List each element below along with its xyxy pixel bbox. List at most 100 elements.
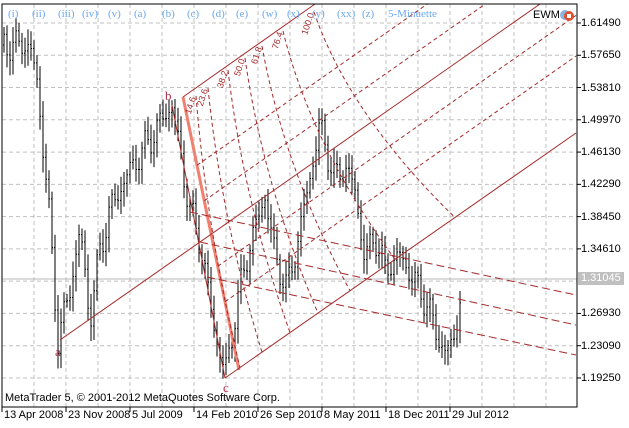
- price-bar: [387, 253, 389, 285]
- price-bar: [81, 228, 83, 250]
- wave-label[interactable]: (c): [187, 8, 200, 20]
- price-tick-label: 1.19250: [581, 371, 621, 384]
- wave-label[interactable]: (ii): [32, 8, 46, 20]
- price-bar: [168, 99, 170, 132]
- price-bar: [120, 176, 122, 214]
- pitchfork-fib-line: [203, 3, 486, 202]
- fib-level-label: 76.4: [270, 31, 285, 51]
- price-bar: [48, 170, 50, 209]
- price-bar: [126, 169, 128, 197]
- price-bar: [330, 157, 332, 187]
- price-bar: [429, 288, 431, 322]
- price-bar: [138, 157, 140, 185]
- wave-label[interactable]: (v): [108, 8, 121, 20]
- price-tick-label: 1.26930: [581, 307, 621, 320]
- pitchfork-upper-line[interactable]: [182, 3, 316, 98]
- price-tick-label: 1.57650: [581, 49, 621, 62]
- copyright-text: MetaTrader 5, © 2001-2012 MetaQuotes Sof…: [5, 392, 280, 404]
- wave-label[interactable]: (z): [362, 8, 375, 20]
- wave-label[interactable]: (iv): [82, 8, 98, 20]
- date-tick-label: 29 Jul 2012: [452, 409, 509, 421]
- price-bar: [312, 156, 314, 190]
- price-bar: [378, 238, 380, 269]
- pitchfork-lower-line[interactable]: [224, 132, 577, 379]
- price-bar: [222, 345, 224, 379]
- price-bar: [369, 225, 371, 260]
- price-bar: [33, 40, 35, 70]
- point-a-label: a: [55, 344, 61, 359]
- price-bar: [228, 334, 230, 364]
- price-bar: [294, 261, 296, 280]
- price-bar: [300, 202, 302, 257]
- price-bar: [24, 37, 26, 68]
- price-bar: [9, 41, 11, 76]
- price-bar: [15, 17, 17, 53]
- price-bar: [36, 55, 38, 88]
- wave-label[interactable]: (xx): [337, 8, 356, 20]
- date-tick-label: 26 Sep 2010: [260, 409, 323, 421]
- price-bar: [123, 171, 125, 207]
- price-bar: [57, 294, 59, 369]
- price-bar: [327, 135, 329, 181]
- plot-border: [1, 3, 578, 408]
- price-bar: [309, 172, 311, 199]
- price-bar: [420, 263, 422, 308]
- price-bar: [390, 262, 392, 281]
- pitchfork-median-line[interactable]: [59, 3, 541, 341]
- price-bar: [456, 315, 458, 348]
- price-bar: [54, 234, 56, 322]
- price-bar: [96, 249, 98, 301]
- price-bar: [18, 22, 20, 47]
- price-bar: [108, 196, 110, 253]
- wave-label[interactable]: (x): [287, 8, 300, 20]
- wave-label[interactable]: (a): [134, 8, 147, 20]
- wave-label[interactable]: 5-Minuette: [388, 8, 437, 20]
- price-bar: [447, 339, 449, 366]
- price-bar: [21, 32, 23, 65]
- wave-label[interactable]: (i): [8, 8, 19, 20]
- schiff-line: [189, 211, 577, 296]
- price-bar: [129, 152, 131, 184]
- price-bar: [399, 242, 401, 268]
- price-bar: [297, 231, 299, 280]
- price-bar: [153, 130, 155, 168]
- price-bar: [90, 293, 92, 342]
- price-bar: [93, 280, 95, 340]
- price-bar: [84, 230, 86, 278]
- price-tick-label: 1.53810: [581, 81, 621, 94]
- price-bar: [156, 113, 158, 158]
- price-bar: [393, 245, 395, 286]
- price-bar: [423, 284, 425, 323]
- price-tick-label: 1.38450: [581, 210, 621, 223]
- price-bar: [162, 99, 164, 127]
- wave-label[interactable]: (e): [236, 8, 249, 20]
- date-tick-label: 18 Dec 2011: [388, 409, 450, 421]
- price-bar: [267, 188, 269, 234]
- price-bar: [258, 201, 260, 229]
- wave-label[interactable]: (y): [312, 8, 325, 20]
- price-bar: [105, 222, 107, 267]
- price-tick-label: 1.61490: [581, 17, 621, 29]
- wave-label[interactable]: (d): [212, 8, 225, 20]
- wave-label[interactable]: (iii): [58, 8, 75, 20]
- price-bar: [186, 178, 188, 221]
- price-bar: [147, 116, 149, 145]
- price-bar: [159, 103, 161, 133]
- price-bar: [69, 285, 71, 311]
- price-bar: [315, 136, 317, 181]
- price-bar: [78, 224, 80, 268]
- ewm-expert-icon[interactable]: [559, 6, 575, 22]
- date-tick-label: 13 Apr 2008: [4, 409, 64, 421]
- price-bar: [363, 224, 365, 274]
- wave-label[interactable]: (w): [262, 8, 278, 20]
- fib-time-arc: [227, 69, 291, 333]
- price-bar: [261, 196, 263, 223]
- price-bar: [273, 213, 275, 250]
- current-price-label: 1.31045: [578, 272, 624, 285]
- price-bar: [246, 260, 248, 280]
- price-tick-label: 1.42290: [581, 178, 621, 191]
- point-b-label: b: [165, 88, 172, 103]
- fib-time-arc: [207, 87, 263, 353]
- wave-label[interactable]: (b): [162, 8, 175, 20]
